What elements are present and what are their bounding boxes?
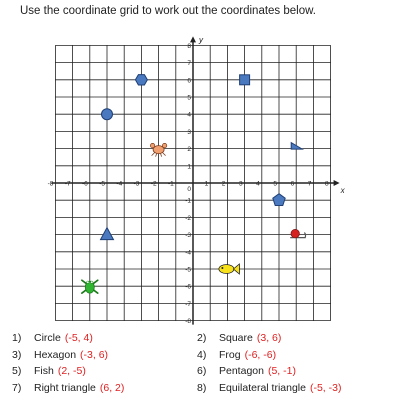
answer-shape-label: Fish	[34, 365, 54, 377]
x-tick-label: -1	[168, 181, 174, 188]
answer-coordinate: (-3, 6)	[80, 348, 109, 361]
instruction-text: Use the coordinate grid to work out the …	[20, 5, 316, 17]
y-tick-label: 6	[187, 77, 191, 84]
x-tick-label: -2	[151, 181, 157, 188]
frog-eye	[86, 280, 90, 284]
answer-number: 1)	[12, 332, 22, 344]
frog-eye	[90, 280, 94, 284]
snail-shell	[290, 229, 300, 239]
y-tick-label: 7	[187, 60, 191, 67]
frog-body	[84, 280, 95, 294]
x-tick-label: -8	[48, 181, 54, 188]
answer-coordinate: (5, -1)	[267, 365, 296, 377]
square-icon	[239, 74, 251, 86]
answer-shape-label: Pentagon	[219, 365, 264, 377]
x-tick-label: -6	[82, 181, 88, 188]
answer-coordinate: (2, -5)	[57, 365, 86, 377]
x-tick-label: -3	[134, 181, 140, 188]
answer-number: 2)	[197, 332, 207, 344]
snail-icon	[290, 229, 307, 239]
x-tick-label: -5	[99, 181, 105, 188]
y-tick-label: -2	[185, 215, 191, 222]
x-axis-arrow-icon	[333, 180, 340, 186]
answer-number: 5)	[12, 365, 22, 377]
y-tick-label: -3	[185, 232, 191, 239]
x-tick-label: 7	[308, 181, 312, 188]
answer-list: 1) Circle (-5, 4) 2) Square (3, 6) 3) He…	[12, 331, 397, 396]
x-tick-label: -7	[65, 181, 71, 188]
answer-item: 5) Fish (2, -5)	[12, 364, 197, 380]
answer-number: 8)	[197, 381, 207, 394]
y-tick-label: -5	[185, 267, 191, 274]
y-axis-arrow-icon	[190, 36, 196, 43]
answer-number: 7)	[12, 381, 22, 394]
y-tick-label: -8	[185, 318, 191, 325]
crab-icon	[150, 143, 168, 157]
x-tick-label: 2	[222, 181, 226, 188]
fish-body	[218, 264, 235, 274]
y-tick-label: 4	[187, 112, 191, 119]
y-tick-label: -7	[185, 301, 191, 308]
answer-item: 1) Circle (-5, 4)	[12, 331, 197, 347]
answer-shape-label: Equilateral triangle	[219, 381, 306, 394]
answer-number: 6)	[197, 365, 207, 377]
fish-icon	[218, 263, 240, 275]
frog-icon	[81, 279, 99, 294]
answer-coordinate: (3, 6)	[256, 332, 282, 344]
y-tick-label: -4	[185, 249, 191, 256]
x-tick-label: 8	[325, 181, 329, 188]
y-tick-label: -6	[185, 284, 191, 291]
x-tick-label: 6	[291, 181, 295, 188]
right-triangle-icon	[290, 141, 305, 150]
x-tick-label: 1	[205, 181, 209, 188]
answer-shape-label: Frog	[219, 348, 241, 361]
coordinate-grid: x y -8 -7 -6 -5 -4 -3 -2 -1 1 2 3 4 5 6 7 8 -8 -7 -6 -5 -4 -3 -2…	[48, 35, 346, 325]
y-tick-label: 1	[187, 163, 191, 170]
answer-coordinate: (6, 2)	[99, 381, 125, 394]
x-axis-label: x	[340, 186, 346, 195]
y-tick-label: -1	[185, 198, 191, 205]
crab-body	[152, 145, 165, 155]
snail-body	[290, 232, 307, 239]
answer-item: 7) Right triangle (6, 2)	[12, 381, 197, 397]
answer-shape-label: Hexagon	[34, 348, 77, 361]
x-tick-label: 4	[256, 181, 260, 188]
crab-claw	[162, 143, 168, 149]
y-tick-label: 8	[187, 43, 191, 50]
hexagon-icon	[134, 74, 148, 86]
circle-icon	[101, 108, 113, 121]
answer-item: 6) Pentagon (5, -1)	[197, 364, 397, 380]
answer-shape-label: Square	[219, 332, 253, 344]
answer-number: 4)	[197, 348, 207, 361]
y-axis-label: y	[198, 35, 204, 44]
answer-item: 4) Frog (-6, -6)	[197, 348, 397, 364]
answer-number: 3)	[12, 348, 22, 361]
answer-shape-label: Right triangle	[34, 381, 96, 394]
fish-eye	[221, 267, 224, 269]
answer-item: 8) Equilateral triangle (-5, -3)	[197, 381, 397, 397]
triangle-icon	[99, 226, 115, 241]
crab-legs	[151, 152, 166, 157]
pentagon-icon	[272, 193, 286, 206]
x-tick-label: -4	[116, 181, 122, 188]
frog-legs	[81, 279, 99, 294]
answer-item: 2) Square (3, 6)	[197, 331, 397, 347]
answer-coordinate: (-5, -3)	[309, 381, 342, 394]
x-tick-label: 3	[239, 181, 243, 188]
y-tick-label: 5	[187, 95, 191, 102]
origin-tick-label: 0	[187, 186, 191, 193]
answer-item: 3) Hexagon (-3, 6)	[12, 348, 197, 364]
answer-coordinate: (-6, -6)	[244, 348, 277, 361]
crab-claw	[150, 143, 156, 149]
fish-tail	[232, 263, 240, 275]
x-tick-label: 5	[273, 181, 277, 188]
y-tick-label: 3	[187, 129, 191, 136]
answer-coordinate: (-5, 4)	[64, 332, 93, 344]
answer-shape-label: Circle	[34, 332, 61, 344]
y-tick-label: 2	[187, 146, 191, 153]
